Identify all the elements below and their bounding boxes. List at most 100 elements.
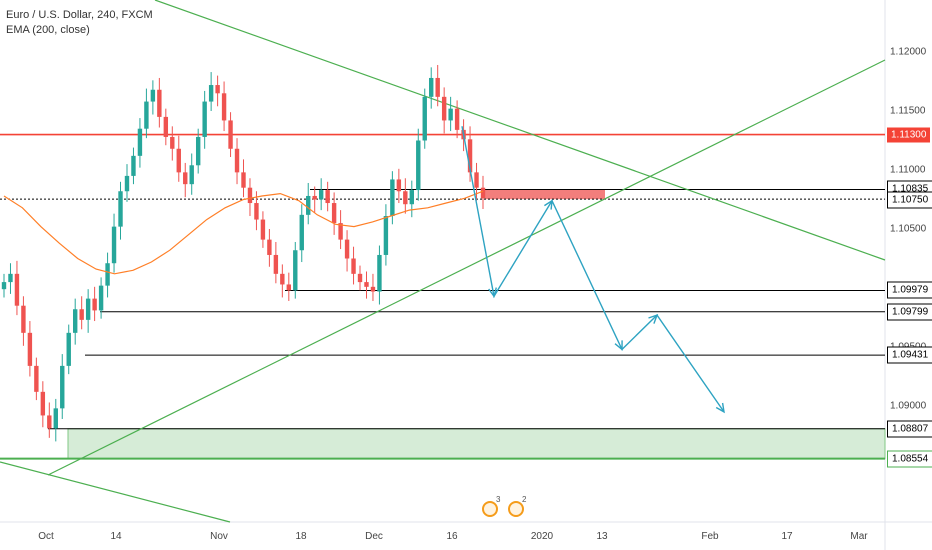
candle-body xyxy=(215,85,220,94)
projection-path xyxy=(461,126,725,413)
candle-body xyxy=(370,286,376,292)
time-tick-label: 17 xyxy=(781,531,793,542)
candle-body xyxy=(312,195,317,200)
projection-arrowhead xyxy=(614,340,623,351)
candle-body xyxy=(144,101,149,129)
candle-body xyxy=(189,165,194,185)
time-tick-label: Nov xyxy=(210,531,228,542)
candle-body xyxy=(299,214,304,251)
candle-body xyxy=(331,203,337,224)
chart-title: Euro / U.S. Dollar, 240, FXCM xyxy=(6,9,153,21)
candle-body xyxy=(293,250,298,291)
candle-body xyxy=(105,263,110,286)
candle-body xyxy=(73,309,78,333)
candle-body xyxy=(280,273,285,285)
candle-body xyxy=(60,365,65,409)
candle-body xyxy=(8,273,13,283)
candle-body xyxy=(306,195,311,215)
candle-body xyxy=(267,239,272,255)
candle-body xyxy=(474,172,479,188)
candle-body xyxy=(344,239,350,259)
candle-body xyxy=(221,93,227,121)
candle-body xyxy=(377,254,382,292)
price-tick-label: 1.11000 xyxy=(890,164,926,176)
time-tick-label: 2020 xyxy=(530,531,554,542)
event-marker-count: 2 xyxy=(522,495,527,504)
time-tick-label: 18 xyxy=(295,531,307,542)
candle-body xyxy=(170,136,175,149)
event-marker-count: 3 xyxy=(496,495,501,504)
time-tick-label: Feb xyxy=(701,531,719,542)
candle-body xyxy=(318,190,324,200)
candle-body xyxy=(286,284,292,291)
candle-body xyxy=(150,89,156,102)
candle-body xyxy=(195,136,201,166)
candle-body xyxy=(1,282,7,290)
price-tick-label: 1.12000 xyxy=(890,46,927,58)
candle-body xyxy=(92,298,97,311)
candle-body xyxy=(448,108,453,121)
time-tick-label: 13 xyxy=(596,531,608,542)
trendline-ascending xyxy=(47,59,886,476)
candle-body xyxy=(183,172,188,185)
price-level-badge: 1.09799 xyxy=(887,303,932,321)
candle-body xyxy=(228,120,233,149)
candle-body xyxy=(390,179,395,217)
event-marker-icon xyxy=(482,501,498,517)
price-level-badge: 1.11300 xyxy=(887,127,931,143)
candle-body xyxy=(21,305,26,333)
candle-body xyxy=(40,391,46,416)
candle-body xyxy=(383,216,389,255)
candle-body xyxy=(85,298,91,320)
price-level-badge: 1.09979 xyxy=(887,281,932,299)
projection-arrowhead xyxy=(648,313,659,324)
candle-body xyxy=(429,77,434,97)
candle-body xyxy=(480,187,486,199)
candle-body xyxy=(254,203,259,220)
candle-body xyxy=(111,226,117,264)
candle-body xyxy=(247,187,253,204)
candle-body xyxy=(403,191,408,205)
candle-body xyxy=(208,85,214,102)
price-tick-label: 1.11500 xyxy=(890,105,926,117)
candle-body xyxy=(66,332,71,366)
price-level-badge: 1.10750 xyxy=(887,191,932,208)
projection-arrowhead xyxy=(488,287,497,298)
trendline-lower xyxy=(0,461,231,523)
price-level-badge: 1.08554 xyxy=(887,450,932,468)
time-tick-label: 16 xyxy=(446,531,458,542)
candle-body xyxy=(416,140,421,191)
price-level-badge: 1.09431 xyxy=(887,346,932,364)
candle-body xyxy=(273,254,279,274)
candle-body xyxy=(157,89,162,117)
price-tick-label: 1.09000 xyxy=(890,400,927,412)
event-marker-icon xyxy=(508,501,524,517)
candle-body xyxy=(435,77,440,97)
candle-body xyxy=(441,96,447,121)
candle-body xyxy=(409,190,414,205)
projection-arrowhead xyxy=(715,402,725,414)
time-tick-label: Oct xyxy=(38,531,54,542)
chart-legend: Euro / U.S. Dollar, 240, FXCM EMA (200, … xyxy=(6,8,153,38)
candle-body xyxy=(357,273,363,283)
candle-body xyxy=(241,172,246,188)
candle-body xyxy=(351,258,356,274)
candle-body xyxy=(176,148,181,173)
time-tick-label: Dec xyxy=(365,531,383,542)
candle-body xyxy=(98,285,104,311)
price-tick-label: 1.10500 xyxy=(890,223,927,235)
ema-line xyxy=(3,190,484,275)
candle-body xyxy=(260,219,266,240)
candle-body xyxy=(396,179,402,192)
time-tick-label: 14 xyxy=(110,531,122,542)
candle-body xyxy=(79,309,84,320)
trendline-descending xyxy=(154,0,886,261)
indicator-label: EMA (200, close) xyxy=(6,24,90,36)
candle-body xyxy=(131,155,136,176)
candle-body xyxy=(118,191,123,227)
candle-body xyxy=(338,223,343,240)
candle-body xyxy=(124,175,130,192)
candle-body xyxy=(53,408,58,429)
